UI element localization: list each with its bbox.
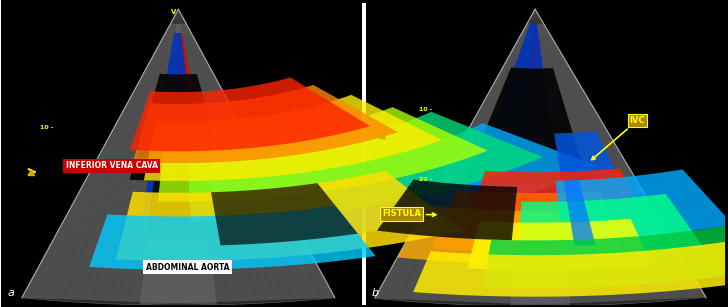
Polygon shape xyxy=(209,123,598,245)
Polygon shape xyxy=(22,24,217,305)
Polygon shape xyxy=(467,24,561,202)
Bar xyxy=(2,1,362,306)
Text: V: V xyxy=(170,9,176,15)
Polygon shape xyxy=(90,206,376,270)
Polygon shape xyxy=(517,24,554,187)
Text: INFERIOR VENA CAVA: INFERIOR VENA CAVA xyxy=(66,161,157,170)
Polygon shape xyxy=(432,190,621,252)
Text: a: a xyxy=(7,288,14,298)
Polygon shape xyxy=(178,33,216,222)
Polygon shape xyxy=(554,131,625,192)
Polygon shape xyxy=(377,180,517,240)
Polygon shape xyxy=(465,68,587,181)
Polygon shape xyxy=(483,215,728,288)
Polygon shape xyxy=(144,95,442,181)
Polygon shape xyxy=(413,239,728,297)
Polygon shape xyxy=(464,168,654,240)
Polygon shape xyxy=(211,183,357,245)
Polygon shape xyxy=(563,180,596,246)
Polygon shape xyxy=(375,9,706,306)
Polygon shape xyxy=(116,171,462,261)
Polygon shape xyxy=(133,85,398,163)
Text: b: b xyxy=(371,288,379,298)
Polygon shape xyxy=(510,24,706,306)
Text: ABDOMINAL AORTA: ABDOMINAL AORTA xyxy=(146,262,229,272)
Polygon shape xyxy=(146,169,277,240)
Polygon shape xyxy=(130,77,370,151)
Polygon shape xyxy=(141,33,204,222)
Polygon shape xyxy=(140,24,335,305)
Text: IVC: IVC xyxy=(592,116,645,160)
Polygon shape xyxy=(158,107,488,202)
Polygon shape xyxy=(518,194,704,258)
Text: 10 -: 10 - xyxy=(40,125,53,130)
Text: 10 -: 10 - xyxy=(419,107,432,111)
Polygon shape xyxy=(555,169,728,240)
Text: FISTULA: FISTULA xyxy=(382,209,436,219)
Polygon shape xyxy=(467,219,652,270)
Polygon shape xyxy=(130,74,227,181)
Polygon shape xyxy=(22,9,335,305)
Bar xyxy=(366,1,726,306)
Polygon shape xyxy=(375,24,570,306)
Polygon shape xyxy=(187,112,543,222)
Polygon shape xyxy=(397,205,577,264)
Text: 20 -: 20 - xyxy=(419,177,432,182)
